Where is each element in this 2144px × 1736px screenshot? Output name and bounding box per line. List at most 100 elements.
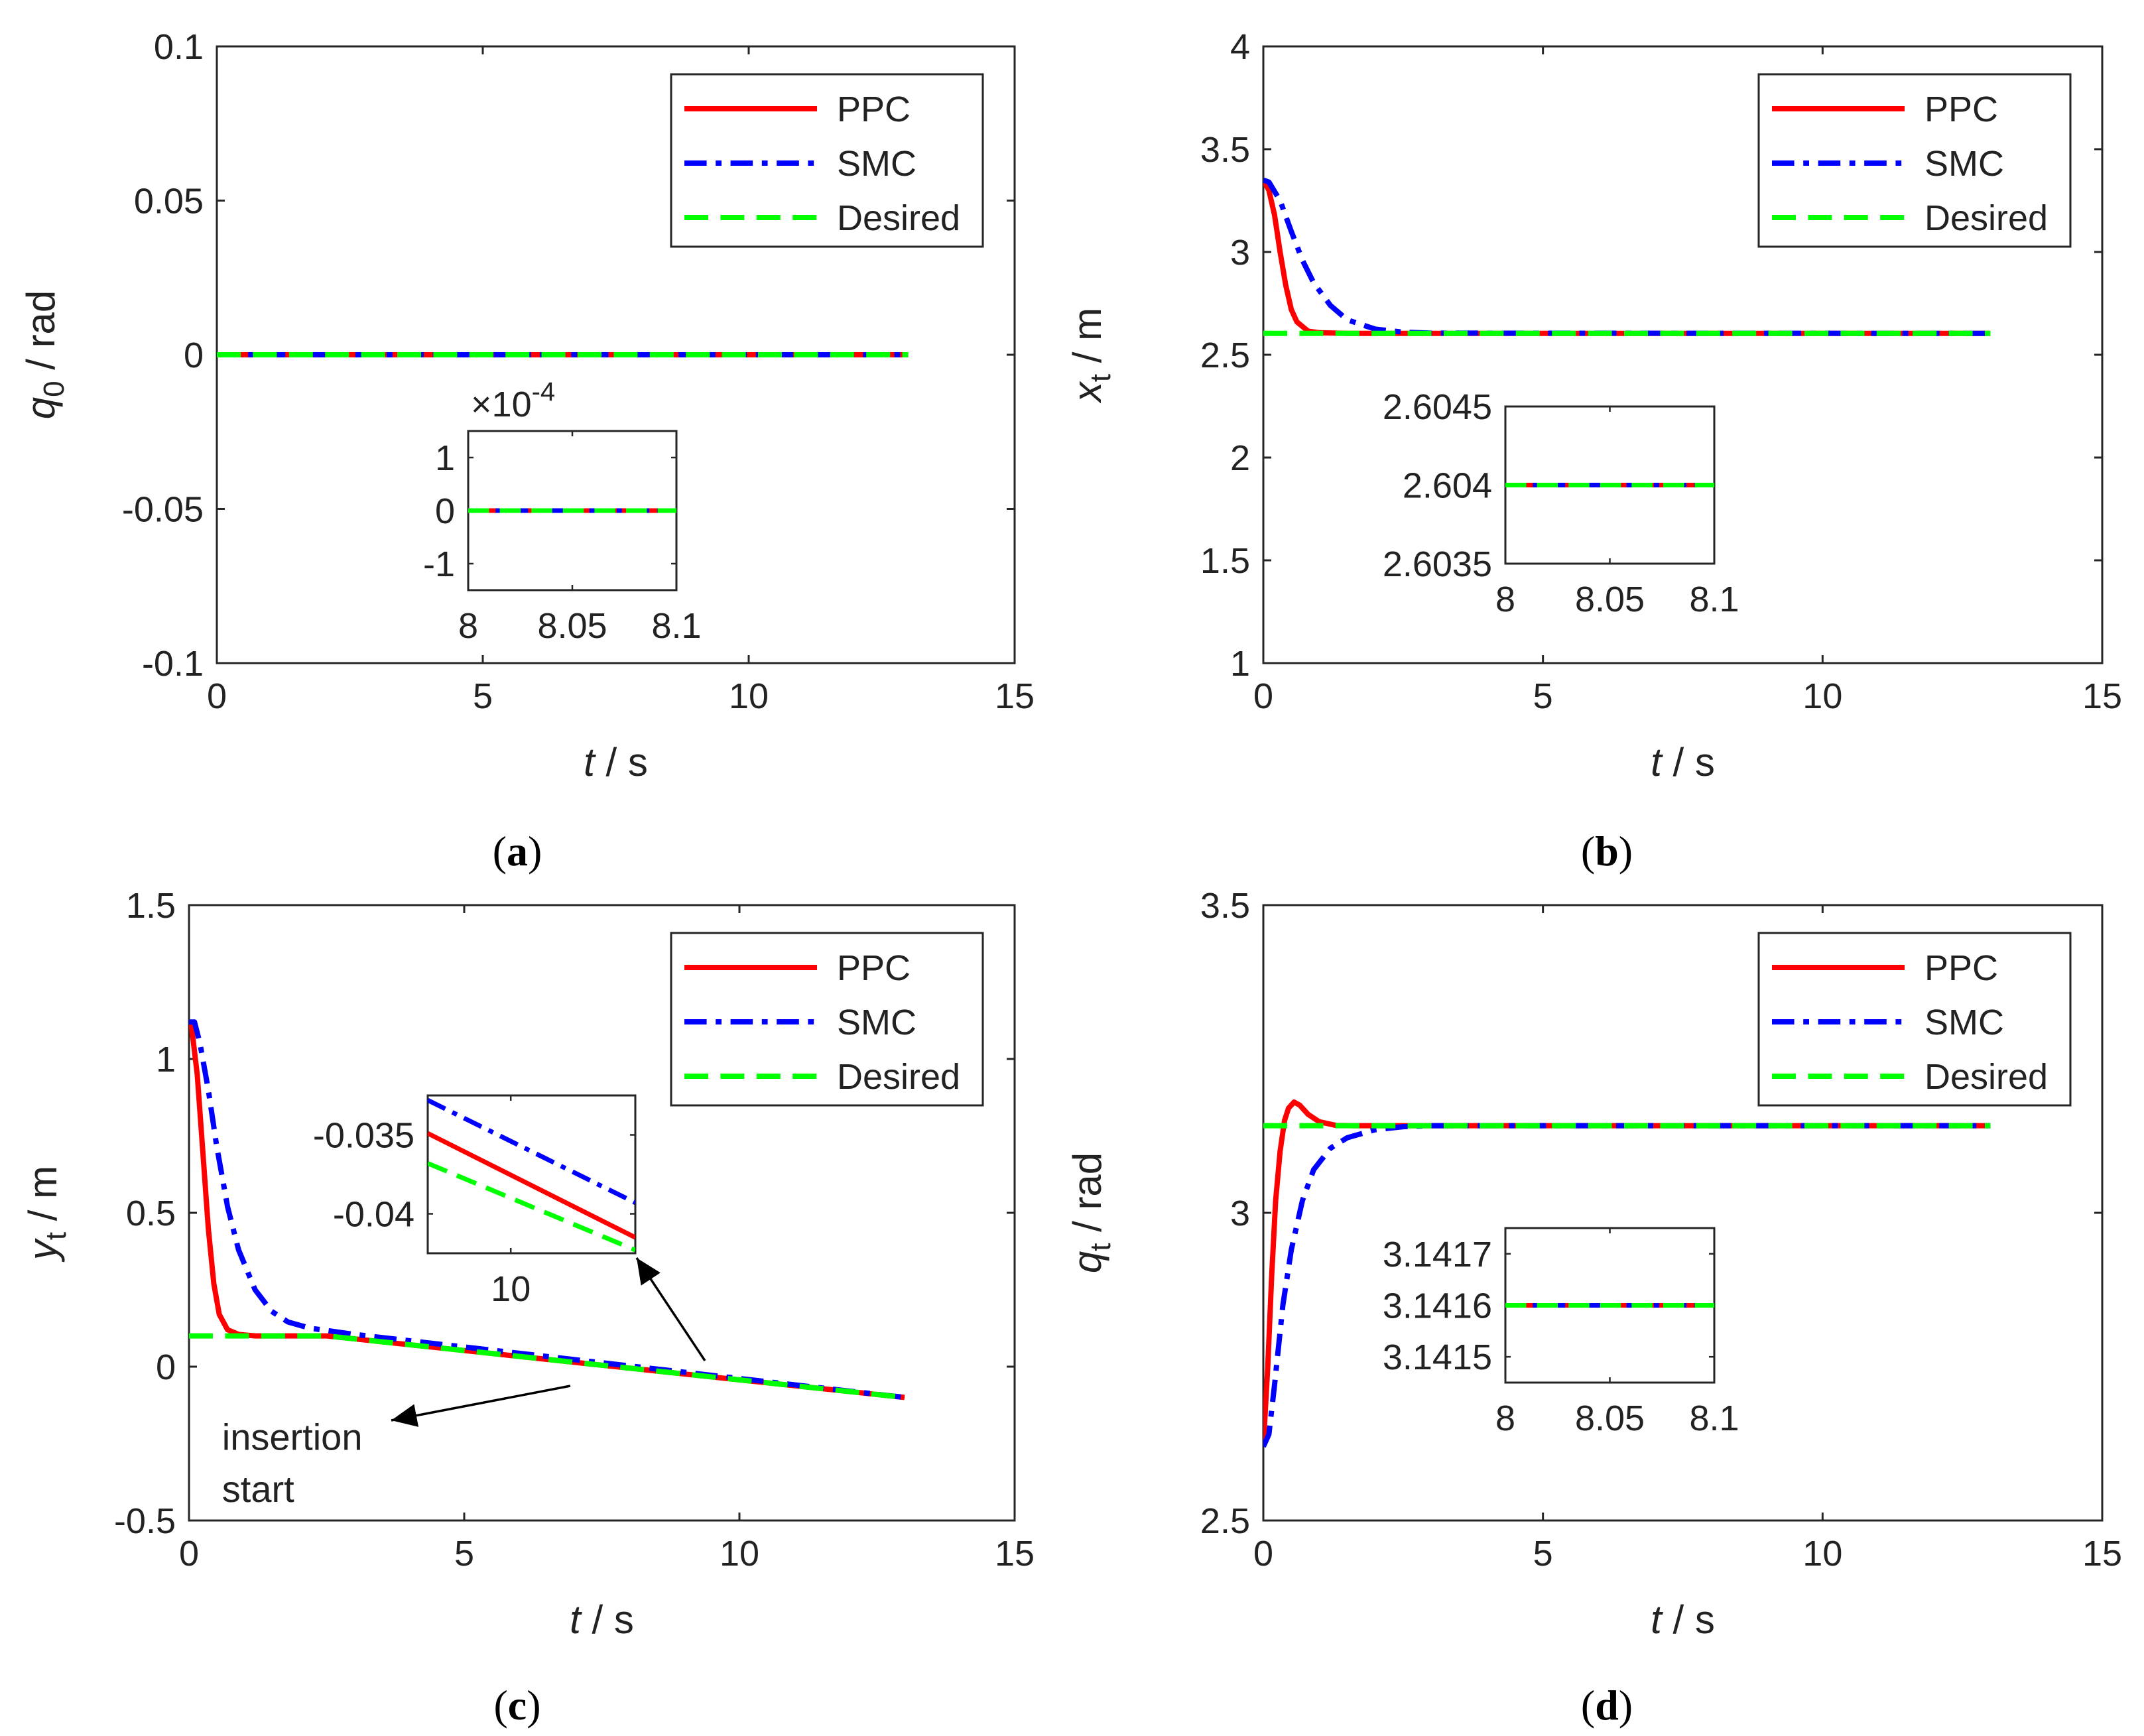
y-tick-label: 3 xyxy=(1230,233,1250,273)
y-axis-label: xt / m xyxy=(1065,308,1117,404)
legend-label-desired: Desired xyxy=(1924,1057,2048,1097)
subplot-caption: (d) xyxy=(1581,1682,1633,1729)
inset: 8 8.05 8.1 3.1415 3.1416 3.1417 xyxy=(1383,1227,1739,1438)
subplot-caption: (c) xyxy=(493,1682,540,1729)
x-tick-label: 15 xyxy=(2082,1534,2122,1574)
legend-label-desired: Desired xyxy=(1924,198,2048,238)
x-tick-label: 0 xyxy=(179,1534,199,1574)
x-tick-label: 5 xyxy=(1533,1534,1553,1574)
inset-pointer-arrow xyxy=(635,1257,706,1361)
inset-y-tick-label: 3.1417 xyxy=(1383,1235,1492,1274)
legend-label-smc: SMC xyxy=(1924,144,2004,184)
inset-y-tick-label: 2.6035 xyxy=(1383,544,1492,584)
x-axis-label: t / s xyxy=(1651,740,1715,784)
x-tick-label: 0 xyxy=(207,676,227,716)
x-tick-label: 15 xyxy=(995,1534,1035,1574)
annotations: insertion start xyxy=(222,1257,706,1510)
inset-x-tick-label: 8.05 xyxy=(1575,1398,1645,1438)
legend: PPC SMC Desired xyxy=(670,932,984,1107)
x-axis-label: t / s xyxy=(584,740,648,784)
legend: PPC SMC Desired xyxy=(1757,932,2072,1107)
y-tick-label: 0.5 xyxy=(126,1194,176,1233)
x-tick-label: 10 xyxy=(1802,1534,1842,1574)
subplot-c: 0 5 10 15-0.500.511.5t / syt / mPPCSMCDesir… xyxy=(21,886,1035,1729)
y-tick-label: 3.5 xyxy=(1200,130,1250,170)
series-line-desired xyxy=(189,1333,905,1400)
inset-frame xyxy=(426,1094,637,1255)
x-tick-label: 15 xyxy=(2082,676,2122,716)
y-tick-label: 2 xyxy=(1230,438,1250,478)
x-axis-label: t / s xyxy=(1651,1597,1715,1642)
legend-label-ppc: PPC xyxy=(1924,948,1998,988)
inset-x-tick-label: 10 xyxy=(491,1269,531,1309)
y-tick-label: 2.5 xyxy=(1200,336,1250,375)
series-line-ppc xyxy=(1263,1099,1991,1447)
y-tick-label: 2.5 xyxy=(1200,1501,1250,1541)
legend-label-smc: SMC xyxy=(1924,1003,2004,1042)
legend-label-smc: SMC xyxy=(837,1003,916,1042)
legend-label-ppc: PPC xyxy=(1924,90,1998,129)
x-axis-label: t / s xyxy=(570,1597,634,1642)
legend-label-ppc: PPC xyxy=(837,948,911,988)
inset-x-tick-label: 8.1 xyxy=(1689,580,1739,619)
legend: PPC SMC Desired xyxy=(1757,73,2072,248)
legend-label-desired: Desired xyxy=(837,1057,960,1097)
y-tick-label: -0.05 xyxy=(122,490,204,530)
x-tick-label: 0 xyxy=(1253,676,1273,716)
y-tick-label: 3.5 xyxy=(1200,886,1250,926)
y-tick-label: 0.05 xyxy=(134,182,204,221)
legend-label-smc: SMC xyxy=(837,144,916,184)
inset-y-tick-label: 2.604 xyxy=(1403,466,1492,506)
y-axis-label: yt / m xyxy=(21,1166,72,1263)
inset-x-tick-label: 8.1 xyxy=(1689,1398,1739,1438)
subplot-b: 0 5 10 15 1 1.5 2 2.5 3 3.5 4 t / s xt / m PPC SMC Desi… xyxy=(1065,27,2122,875)
x-tick-label: 0 xyxy=(1253,1534,1273,1574)
y-tick-label: 1 xyxy=(156,1040,176,1080)
y-tick-label: -0.1 xyxy=(142,644,204,684)
inset-series-line-ppc xyxy=(428,1131,635,1240)
inset-y-tick-label: 0 xyxy=(435,491,455,531)
inset-x-tick-label: 8.05 xyxy=(537,606,607,646)
annotation-arrow xyxy=(391,1385,571,1427)
inset-y-tick-label: -0.035 xyxy=(313,1116,414,1156)
subplot-caption: (b) xyxy=(1581,828,1633,875)
series-line-smc xyxy=(189,1019,905,1400)
y-tick-label: 3 xyxy=(1230,1194,1250,1233)
legend-label-ppc: PPC xyxy=(837,90,911,129)
y-tick-label: 4 xyxy=(1230,27,1250,67)
inset-y-tick-label: 2.6045 xyxy=(1383,387,1492,427)
inset: 10 -0.04 -0.035 xyxy=(313,1094,637,1309)
inset-y-tick-label: -0.04 xyxy=(333,1195,414,1235)
x-tick-label: 10 xyxy=(729,676,769,716)
x-tick-label: 10 xyxy=(1802,676,1842,716)
subplot-caption: (a) xyxy=(493,828,542,875)
y-axis-label: qt / rad xyxy=(1065,1152,1117,1273)
annotation-text: insertion xyxy=(222,1416,363,1457)
x-tick-label: 5 xyxy=(1533,676,1553,716)
y-tick-label: -0.5 xyxy=(114,1501,176,1541)
inset-y-tick-label: -1 xyxy=(423,544,455,584)
x-tick-label: 5 xyxy=(454,1534,474,1574)
inset-x-tick-label: 8 xyxy=(458,606,478,646)
y-tick-label: 1.5 xyxy=(1200,541,1250,581)
inset-series-line-smc xyxy=(428,1097,635,1205)
x-tick-label: 10 xyxy=(720,1534,759,1574)
y-tick-label: 0 xyxy=(184,336,204,375)
inset-y-tick-label: 3.1415 xyxy=(1383,1337,1492,1377)
series-line-smc xyxy=(1263,1123,1991,1448)
inset-x-tick-label: 8 xyxy=(1495,580,1515,619)
y-tick-label: 1 xyxy=(1230,644,1250,684)
inset-x-tick-label: 8.05 xyxy=(1575,580,1645,619)
inset-y-tick-label: 1 xyxy=(435,438,455,478)
inset-series-line-desired xyxy=(428,1161,635,1253)
x-tick-label: 15 xyxy=(995,676,1035,716)
y-axis-label: q0 / rad xyxy=(19,290,70,420)
legend: PPC SMC Desired xyxy=(670,73,984,248)
inset: 8 8.05 8.1 2.6035 2.604 2.6045 xyxy=(1383,387,1739,619)
inset: 8 8.05 8.1 -1 0 1 ×10-4 xyxy=(423,377,702,646)
y-tick-label: 0 xyxy=(156,1347,176,1387)
x-tick-label: 5 xyxy=(473,676,493,716)
annotation-text: start xyxy=(222,1468,294,1510)
